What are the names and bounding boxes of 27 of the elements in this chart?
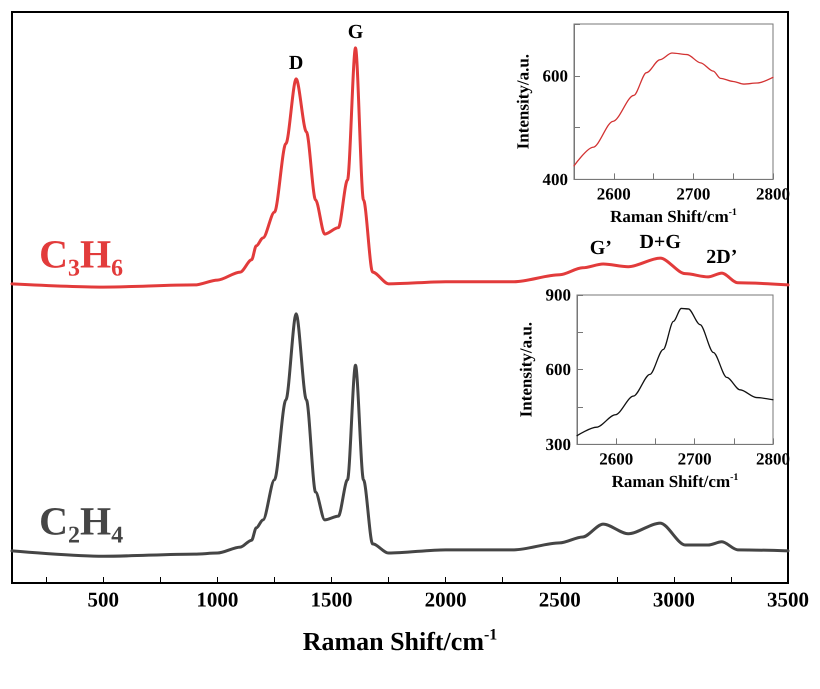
x-tick-label: 2700 xyxy=(676,184,710,204)
line-series xyxy=(576,308,774,436)
series-label: C₂H₄ xyxy=(39,498,124,544)
x-tick-label: 2600 xyxy=(599,449,634,468)
x-tick-label: 3000 xyxy=(652,588,695,612)
y-tick-label: 900 xyxy=(546,286,571,304)
annotation: 2D’ xyxy=(706,246,738,268)
x-tick-label: 2700 xyxy=(678,449,712,468)
y-axis-title: Intensity/a.u. xyxy=(516,322,536,418)
annotation: D xyxy=(288,52,304,74)
y-tick-label: 600 xyxy=(542,66,568,86)
x-tick-label: 2000 xyxy=(424,588,467,612)
line-series xyxy=(573,52,774,167)
x-tick-label: 1000 xyxy=(196,588,238,612)
annotation: G’ xyxy=(590,237,612,260)
y-axis-title: Intensity/a.u. xyxy=(514,54,533,150)
x-tick-label: 1500 xyxy=(310,588,353,612)
annotation: D+G xyxy=(639,231,682,254)
x-tick-label: 2500 xyxy=(538,588,581,612)
x-tick-label: 3500 xyxy=(767,588,809,612)
annotation: G xyxy=(348,20,364,43)
x-tick-label: 500 xyxy=(88,588,120,612)
y-tick-label: 300 xyxy=(546,434,571,454)
y-tick-label: 600 xyxy=(546,360,571,380)
y-tick-label: 400 xyxy=(542,170,568,189)
series-label: C₃H₆ xyxy=(39,231,124,276)
x-tick-label: 2600 xyxy=(596,184,631,204)
